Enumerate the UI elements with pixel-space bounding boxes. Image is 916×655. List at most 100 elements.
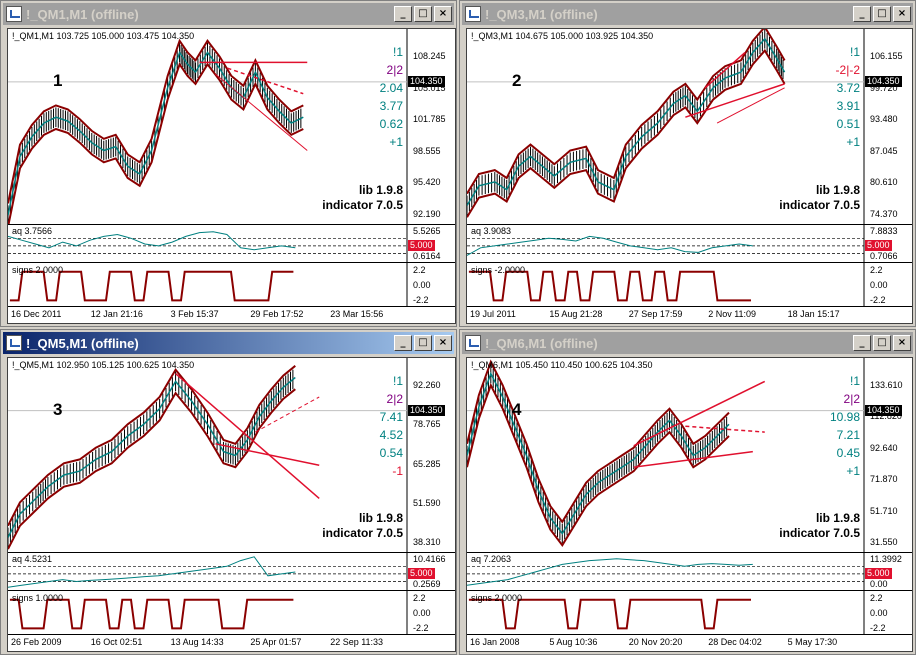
- signal-value: 0.54: [379, 446, 403, 460]
- trend-line[interactable]: [633, 450, 753, 468]
- aq-indicator-chart[interactable]: [467, 553, 912, 591]
- aq-pane: aq 3.7566 5.5265 5.000 0.6164: [8, 225, 455, 263]
- symbol-info: !_QM1,M1 103.725 105.000 103.475 104.350: [12, 31, 195, 41]
- signs-indicator-chart[interactable]: [467, 591, 912, 635]
- signal-value: +1: [846, 135, 860, 149]
- signs-indicator-chart[interactable]: [8, 263, 455, 307]
- title-bar[interactable]: !_QM6,M1 (offline) _ □ ×: [462, 332, 913, 354]
- minimize-button[interactable]: _: [394, 335, 412, 351]
- trend-line[interactable]: [704, 51, 746, 89]
- signs-line: [9, 270, 294, 302]
- date-tick-label: 5 Aug 10:36: [549, 637, 598, 647]
- minimize-button[interactable]: _: [853, 6, 871, 22]
- price-tick-label: 31.550: [870, 537, 898, 547]
- aq-indicator-chart[interactable]: [8, 225, 455, 263]
- date-tick-label: 15 Aug 21:28: [549, 309, 603, 319]
- signs-tick-label: 2.2: [870, 593, 883, 603]
- maximize-button[interactable]: □: [414, 6, 432, 22]
- window-title: !_QM3,M1 (offline): [485, 6, 598, 22]
- price-chart[interactable]: [8, 358, 455, 553]
- trend-line[interactable]: [215, 443, 320, 466]
- indicator-version: indicator 7.0.5: [322, 526, 403, 540]
- price-tick-label: 112.820: [870, 411, 902, 422]
- signs-tick-label: 0.00: [870, 280, 888, 290]
- band-line: [8, 62, 304, 224]
- aq-indicator-chart[interactable]: [8, 553, 455, 591]
- signs-label: signs -2.0000: [471, 265, 526, 275]
- aq-tick-label: 5.5265: [413, 226, 441, 236]
- date-tick-label: 27 Sep 17:59: [628, 309, 683, 319]
- close-button[interactable]: ×: [434, 6, 452, 22]
- chart-area[interactable]: !_QM1,M1 103.725 105.000 103.475 104.350…: [7, 28, 456, 324]
- minimize-button[interactable]: _: [394, 6, 412, 22]
- aq-pane: aq 4.5231 10.4166 5.000 0.2569: [8, 553, 455, 591]
- chart-area[interactable]: !_QM3,M1 104.675 105.000 103.925 104.350…: [466, 28, 913, 324]
- price-chart[interactable]: [8, 29, 455, 225]
- maximize-button[interactable]: □: [873, 335, 891, 351]
- signal-value: 7.21: [836, 428, 860, 442]
- maximize-button[interactable]: □: [873, 6, 891, 22]
- title-bar[interactable]: !_QM5,M1 (offline) _ □ ×: [3, 332, 454, 354]
- signal-value: 3.91: [836, 99, 860, 113]
- price-tick-label: 38.310: [413, 537, 441, 547]
- aq-pane: aq 7.2063 11.3992 5.000 0.00: [467, 553, 912, 591]
- close-button[interactable]: ×: [893, 6, 911, 22]
- chart-window-3[interactable]: !_QM5,M1 (offline) _ □ × !_QM5,M1 102.95…: [0, 329, 457, 655]
- trend-line[interactable]: [227, 67, 304, 95]
- maximize-button[interactable]: □: [414, 335, 432, 351]
- chart-window-2[interactable]: !_QM3,M1 (offline) _ □ × !_QM3,M1 104.67…: [459, 0, 916, 327]
- signal-value: -2|-2: [835, 63, 860, 77]
- price-pane: !_QM3,M1 104.675 105.000 103.925 104.350…: [467, 29, 912, 225]
- signs-pane: signs 2.0000 2.2 0.00 -2.2: [8, 263, 455, 307]
- mid-band-line: [467, 371, 730, 535]
- price-chart[interactable]: [467, 29, 912, 225]
- signs-indicator-chart[interactable]: [8, 591, 455, 635]
- date-tick-label: 18 Jan 15:17: [787, 309, 840, 319]
- indicator-version: indicator 7.0.5: [779, 526, 860, 540]
- lib-version: lib 1.9.8: [815, 511, 860, 525]
- date-tick-label: 20 Nov 20:20: [628, 637, 683, 647]
- trend-line[interactable]: [633, 380, 766, 447]
- chart-area[interactable]: !_QM6,M1 105.450 110.450 100.625 104.350…: [466, 357, 913, 652]
- price-tick-label: 71.870: [870, 474, 898, 485]
- aq-tick-label: 0.6164: [413, 251, 441, 261]
- aq-tick-label: 0.00: [870, 579, 888, 589]
- trend-line[interactable]: [175, 373, 320, 499]
- version-info: lib 1.9.8 indicator 7.0.5: [779, 511, 860, 541]
- version-info: lib 1.9.8 indicator 7.0.5: [322, 183, 403, 213]
- current-price-tag: 104.350: [865, 404, 902, 416]
- title-bar[interactable]: !_QM3,M1 (offline) _ □ ×: [462, 3, 913, 25]
- signs-indicator-chart[interactable]: [467, 263, 912, 307]
- date-tick-label: 16 Oct 02:51: [90, 637, 143, 647]
- trend-line[interactable]: [716, 87, 785, 124]
- title-bar[interactable]: !_QM1,M1 (offline) _ □ ×: [3, 3, 454, 25]
- minimize-button[interactable]: _: [853, 335, 871, 351]
- chart-area[interactable]: !_QM5,M1 102.950 105.125 100.625 104.350…: [7, 357, 456, 652]
- signs-tick-label: -2.2: [870, 295, 886, 305]
- aq-tick-label: 0.2569: [413, 579, 441, 589]
- date-axis: 16 Dec 2011 12 Jan 21:16 3 Feb 15:37 29 Feb…: [8, 307, 455, 323]
- signs-pane: signs 1.0000 2.2 0.00 -2.2: [8, 591, 455, 635]
- trend-line[interactable]: [255, 396, 320, 433]
- aq-level-tag: 5.000: [408, 240, 435, 252]
- trend-line[interactable]: [685, 83, 785, 118]
- trend-line[interactable]: [685, 425, 765, 433]
- signs-line: [9, 598, 294, 630]
- signal-value: -1: [392, 464, 403, 478]
- aq-tick-label: 10.4166: [413, 554, 446, 564]
- chart-window-1[interactable]: !_QM1,M1 (offline) _ □ × !_QM1,M1 103.72…: [0, 0, 457, 327]
- chart-number-label: 1: [53, 71, 63, 90]
- trend-line[interactable]: [215, 73, 308, 151]
- signal-value: 2|2: [386, 63, 403, 77]
- price-pane: !_QM6,M1 105.450 110.450 100.625 104.350…: [467, 358, 912, 553]
- price-tick-label: 92.260: [413, 380, 441, 390]
- date-tick-label: 3 Feb 15:37: [170, 309, 219, 319]
- chart-window-4[interactable]: !_QM6,M1 (offline) _ □ × !_QM6,M1 105.45…: [459, 329, 916, 655]
- aq-indicator-chart[interactable]: [467, 225, 912, 263]
- signal-value: +1: [389, 135, 403, 149]
- close-button[interactable]: ×: [434, 335, 452, 351]
- price-chart[interactable]: [467, 358, 912, 553]
- close-button[interactable]: ×: [893, 335, 911, 351]
- signal-value: 10.98: [829, 410, 860, 424]
- signs-label: signs 2.0000: [12, 265, 64, 275]
